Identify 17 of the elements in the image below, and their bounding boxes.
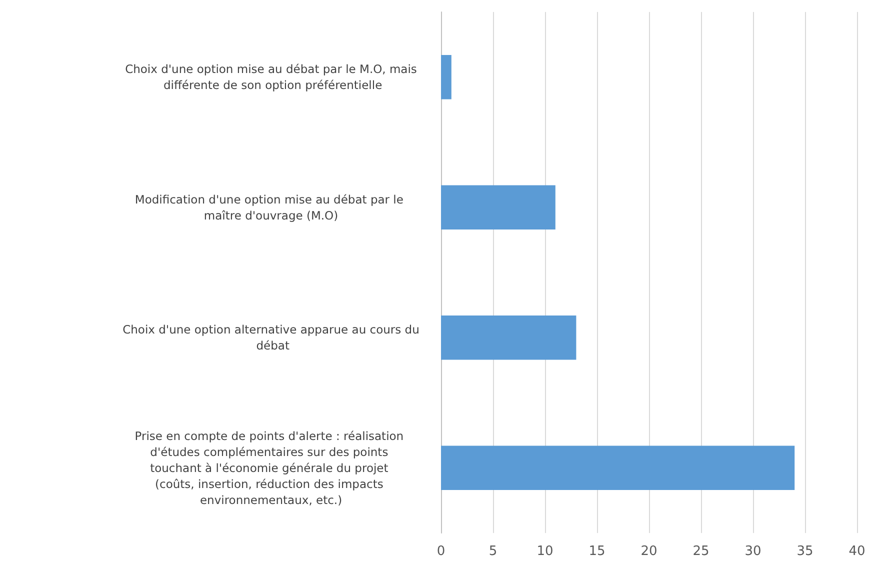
bar: [441, 54, 452, 100]
bar: [441, 185, 556, 230]
x-tick-label: 10: [536, 544, 554, 559]
x-tick-label: 30: [744, 544, 762, 559]
x-tick-label: 0: [436, 544, 446, 559]
bar: [441, 315, 576, 360]
x-tick-label: 40: [848, 544, 866, 559]
y-tick-label: Choix d'une option mise au débat par le M.O, mais différente de son option préférentielle: [125, 62, 417, 92]
y-tick-label: Modification d'une option mise au débat par le maître d'ouvrage (M.O): [134, 192, 408, 222]
x-tick-label: 20: [640, 544, 658, 559]
y-tick-label: Prise en compte de points d'alerte : réalisation d'études complémentaires sur des points touchant à l'économie générale du projet (coûts, insertion, réduction des impacts environnementaux, etc.): [134, 428, 408, 507]
x-tick-label: 25: [692, 544, 710, 559]
x-tick-label: 15: [588, 544, 606, 559]
x-tick-label: 35: [796, 544, 814, 559]
bar: [441, 446, 795, 490]
x-tick-label: 5: [488, 544, 498, 559]
y-tick-label: Choix d'une option alternative apparue au cours du débat: [122, 322, 420, 353]
